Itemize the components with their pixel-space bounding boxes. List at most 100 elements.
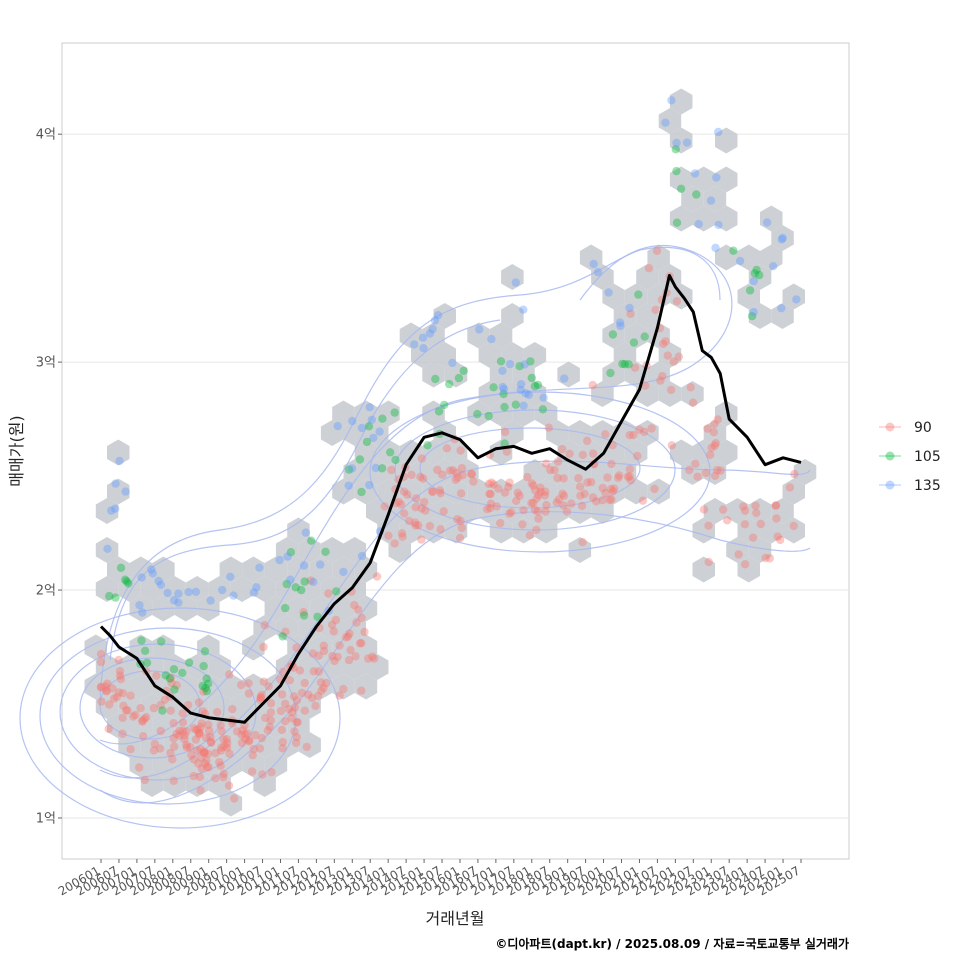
- point-size-90: [640, 427, 649, 436]
- hexbin-cell: [669, 205, 693, 232]
- hexbin-cell: [715, 244, 738, 271]
- point-size-90: [500, 488, 510, 497]
- point-size-135: [777, 235, 786, 244]
- point-size-90: [773, 532, 782, 541]
- point-size-90: [290, 703, 300, 712]
- point-size-90: [400, 509, 409, 518]
- point-size-105: [364, 422, 374, 431]
- point-size-90: [518, 520, 527, 529]
- point-size-90: [357, 639, 366, 648]
- point-size-105: [431, 374, 440, 384]
- hexbin-cell: [489, 400, 513, 427]
- hexbin-cell: [208, 693, 231, 719]
- point-size-90: [170, 742, 179, 751]
- point-size-90: [319, 683, 328, 693]
- hexbin-cell: [118, 693, 141, 719]
- hexbin-cell: [309, 634, 333, 661]
- point-size-105: [459, 366, 468, 375]
- point-size-90: [118, 689, 128, 698]
- point-size-90: [215, 758, 224, 767]
- hexbin-cell: [197, 595, 220, 622]
- trend-line: [99, 274, 802, 724]
- point-size-135: [169, 596, 179, 605]
- y-tick-label: 3억: [36, 356, 56, 371]
- point-size-90: [222, 743, 232, 752]
- point-size-90: [397, 529, 407, 538]
- point-size-135: [184, 587, 193, 597]
- point-size-105: [111, 593, 120, 602]
- hexbin-cell: [444, 361, 468, 388]
- point-size-90: [166, 748, 175, 758]
- hexbin-cell: [489, 478, 513, 505]
- point-size-105: [202, 674, 211, 683]
- hexbin-cell: [95, 537, 119, 563]
- point-size-105: [500, 439, 509, 448]
- point-size-90: [284, 704, 294, 714]
- point-size-90: [189, 771, 198, 781]
- point-size-135: [103, 544, 112, 553]
- point-size-90: [688, 398, 698, 407]
- point-size-90: [114, 688, 124, 697]
- point-size-135: [521, 389, 530, 398]
- point-size-90: [512, 496, 521, 505]
- point-size-105: [608, 330, 618, 339]
- hexbin-cell: [264, 556, 288, 583]
- point-size-105: [297, 585, 306, 595]
- point-size-90: [136, 704, 145, 713]
- point-size-90: [550, 466, 559, 475]
- point-size-135: [344, 481, 353, 490]
- point-size-90: [115, 666, 125, 676]
- point-size-90: [576, 491, 585, 500]
- point-size-90: [308, 649, 318, 658]
- point-size-90: [299, 608, 308, 617]
- point-size-135: [309, 577, 318, 587]
- point-size-90: [211, 774, 220, 783]
- hexbin-cell: [152, 634, 175, 661]
- hexbin-cell: [140, 576, 164, 602]
- y-tick-label: 4억: [36, 128, 56, 143]
- hexbin-cell: [152, 712, 175, 739]
- point-size-90: [554, 495, 564, 504]
- point-size-90: [295, 666, 305, 675]
- hexbin-cell: [546, 420, 569, 446]
- point-size-135: [111, 479, 120, 488]
- point-size-90: [119, 701, 128, 710]
- point-size-90: [713, 466, 722, 475]
- point-size-105: [489, 383, 498, 392]
- point-size-90: [316, 678, 326, 687]
- point-size-90: [357, 613, 366, 622]
- point-size-135: [347, 464, 357, 473]
- point-size-105: [313, 612, 322, 621]
- point-size-90: [541, 487, 550, 496]
- point-size-90: [417, 504, 426, 513]
- point-size-90: [771, 501, 780, 510]
- point-size-90: [565, 449, 574, 458]
- point-size-105: [747, 312, 757, 321]
- point-size-90: [169, 776, 178, 785]
- point-size-90: [641, 381, 650, 390]
- point-size-90: [559, 474, 568, 483]
- point-size-90: [103, 679, 112, 688]
- point-size-135: [616, 321, 625, 331]
- hexbin-cell: [298, 654, 321, 680]
- hexbin-cell: [602, 361, 625, 388]
- point-size-90: [263, 726, 272, 735]
- point-size-105: [511, 400, 520, 409]
- point-size-90: [341, 633, 351, 642]
- point-size-90: [304, 690, 313, 699]
- point-size-90: [536, 483, 545, 492]
- hexbin-cell: [602, 322, 625, 349]
- contour-line: [99, 244, 733, 745]
- point-size-90: [197, 719, 206, 728]
- point-size-90: [142, 713, 151, 722]
- point-size-90: [187, 750, 196, 760]
- point-size-90: [546, 465, 555, 475]
- point-size-135: [218, 585, 227, 595]
- legend-key-dot-90: [885, 422, 895, 432]
- point-size-135: [137, 573, 146, 582]
- point-size-105: [629, 338, 639, 347]
- hexbin-cell: [411, 459, 434, 485]
- point-size-90: [207, 738, 216, 747]
- point-size-90: [278, 667, 288, 677]
- point-size-90: [650, 484, 659, 494]
